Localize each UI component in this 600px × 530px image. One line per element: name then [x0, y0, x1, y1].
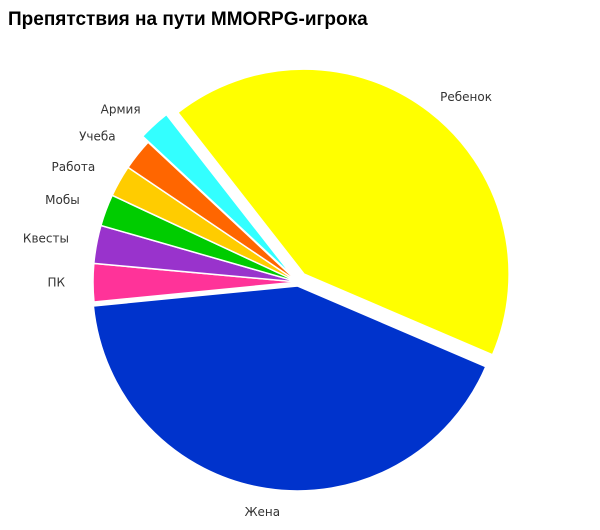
pie-slice	[141, 113, 294, 277]
slice-label: Работа	[52, 160, 96, 174]
slice-label: Армия	[101, 103, 141, 117]
slice-label: Квесты	[23, 232, 69, 246]
slice-label: Жена	[245, 505, 281, 519]
pie-slice	[92, 285, 487, 492]
slice-label: Мобы	[45, 193, 80, 207]
slice-label: Ребенок	[440, 90, 492, 104]
slice-label: Учеба	[79, 129, 116, 143]
pie-slice	[176, 68, 510, 356]
slice-label: ПК	[47, 275, 65, 289]
chart-title: Препятствия на пути MMORPG-игрока	[8, 9, 368, 30]
